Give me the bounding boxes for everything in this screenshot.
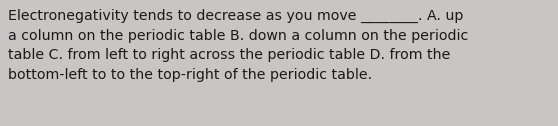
Text: Electronegativity tends to decrease as you move ________. A. up
a column on the : Electronegativity tends to decrease as y… [8,9,469,82]
